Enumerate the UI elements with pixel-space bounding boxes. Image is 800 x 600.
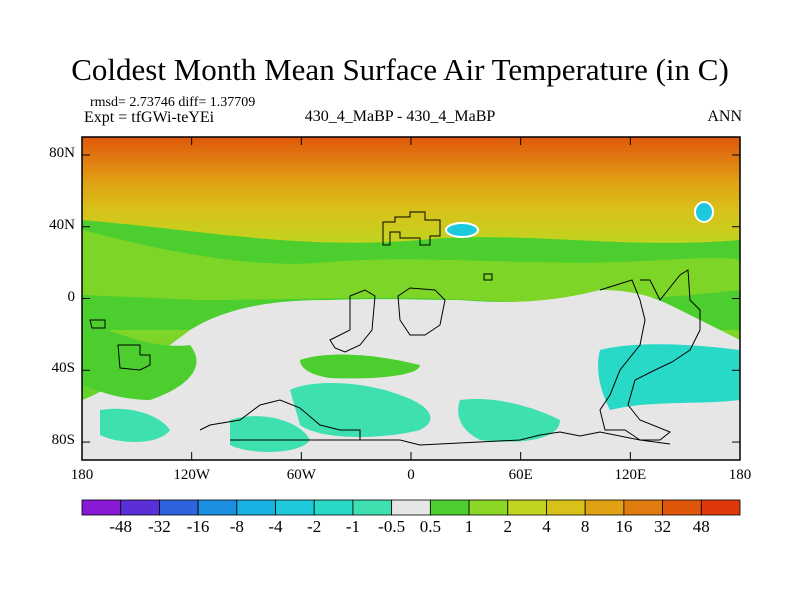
colorbar-swatch	[391, 499, 431, 516]
lon-tick-label: 180	[728, 467, 752, 483]
colorbar-label: 8	[580, 517, 590, 536]
colorbar-label: -0.5	[378, 517, 406, 536]
lat-tick-label: 40N	[49, 216, 75, 233]
lon-tick-label: 120W	[173, 467, 210, 483]
colorbar-swatch	[120, 499, 160, 516]
field-green-sw	[82, 320, 197, 400]
colorbar-swatch	[352, 499, 393, 516]
colorbar-swatch	[313, 499, 354, 516]
field-band-lightgreen	[82, 230, 740, 302]
colorbar-label: -2	[307, 517, 322, 536]
colorbar-swatch	[507, 499, 547, 516]
colorbar-swatch	[275, 499, 315, 516]
colorbar-label: -1	[345, 517, 361, 536]
lat-tick-label: 80S	[51, 432, 75, 449]
colorbar-label: 1	[464, 517, 474, 536]
continent-antarctica	[258, 431, 671, 446]
colorbar-swatch	[584, 499, 625, 516]
stats-text: rmsd= 2.73746 diff= 1.37709	[90, 95, 256, 110]
map-field	[82, 137, 740, 460]
continent-outlines	[89, 211, 701, 446]
continent-africa	[397, 287, 446, 336]
field-cold-1	[290, 383, 431, 437]
field-green-s	[300, 354, 420, 379]
field-cold-5	[100, 408, 170, 442]
continent-east	[599, 269, 701, 441]
colorbar-label: -48	[109, 517, 133, 536]
lat-tick-label: 0	[67, 288, 76, 305]
map-title: Coldest Month Mean Surface Air Temperatu…	[71, 52, 729, 87]
runs-label: 430_4_MaBP - 430_4_MaBP	[304, 108, 496, 125]
colorbar-label: 4	[542, 517, 551, 536]
field-cold-spot-ne	[694, 201, 714, 223]
colorbar-label: 32	[654, 517, 672, 536]
colorbar-label: 16	[615, 517, 633, 536]
continent-sw	[117, 344, 151, 371]
colorbar-label: 2	[503, 517, 513, 536]
colorbar-label: -16	[186, 517, 210, 536]
colorbar-swatch	[468, 499, 509, 516]
lon-tick-label: 0	[407, 467, 415, 483]
continent-central	[329, 289, 376, 353]
colorbar-swatch	[197, 499, 238, 516]
field-cold-4	[230, 416, 310, 452]
colorbar-swatch	[429, 499, 470, 516]
axis-ticks	[81, 137, 741, 460]
lat-tick-label: 80N	[49, 144, 75, 161]
lon-tick-label: 60E	[508, 467, 533, 483]
colorbar-swatch	[546, 499, 586, 516]
colorbar-label: -8	[229, 517, 244, 536]
field-cold-2	[458, 399, 560, 442]
colorbar-swatch	[81, 499, 122, 516]
colorbar	[81, 499, 741, 516]
continent-north	[382, 211, 441, 246]
colorbar-swatch	[662, 499, 702, 516]
colorbar-label: 48	[692, 517, 710, 536]
experiment-label: Expt = tfGWi-teYEi	[84, 109, 215, 126]
field-cold-spot-north	[445, 222, 479, 238]
colorbar-label: -4	[268, 517, 283, 536]
period-label: ANN	[707, 108, 742, 125]
lat-tick-label: 40S	[51, 360, 75, 377]
colorbar-swatch	[159, 499, 199, 516]
colorbar-swatch	[623, 499, 663, 516]
colorbar-label: -32	[148, 517, 171, 536]
lon-tick-label: 180	[70, 467, 94, 483]
continent-small-north	[483, 273, 493, 281]
colorbar-label: 0.5	[419, 517, 441, 536]
field-cold-3	[598, 344, 740, 410]
lon-tick-label: 60W	[286, 467, 316, 483]
colorbar-swatch	[700, 499, 741, 516]
continent-west-island	[89, 319, 106, 329]
lon-tick-label: 120E	[614, 467, 647, 483]
colorbar-swatch	[236, 499, 276, 516]
